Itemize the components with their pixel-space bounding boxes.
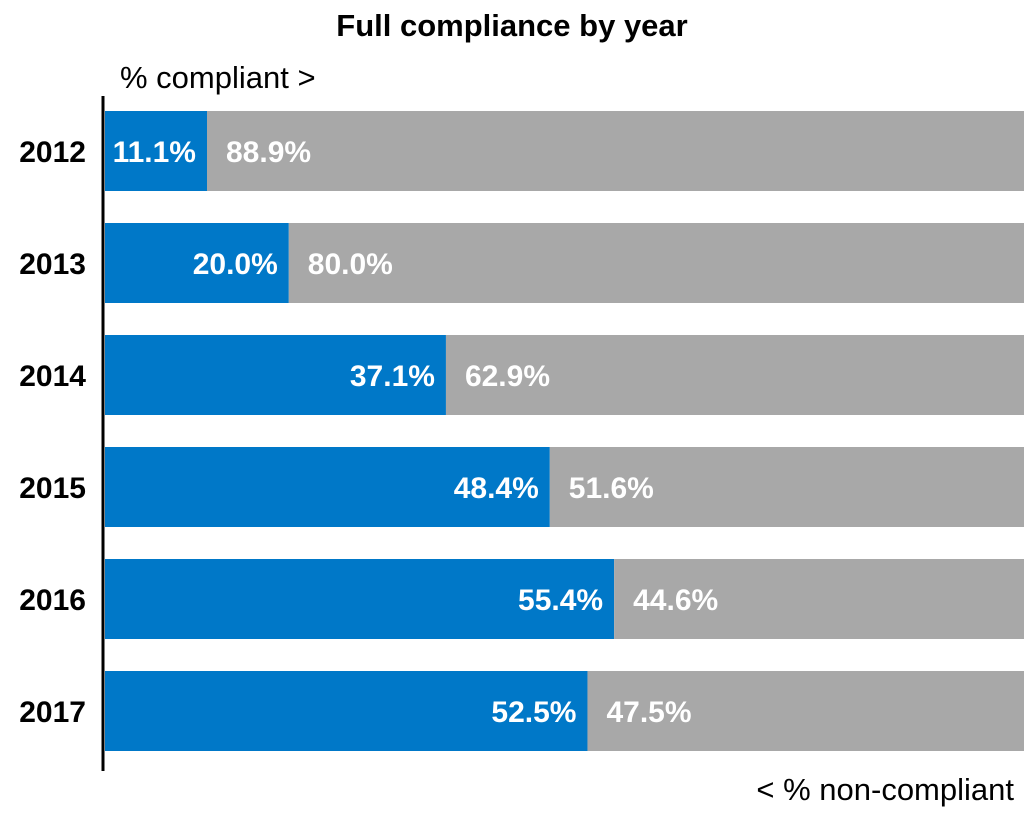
bar-non-compliant-2012: [207, 111, 1024, 191]
bar-non-compliant-2014: [445, 335, 1024, 415]
value-label-non-compliant-2017: 47.5%: [606, 696, 691, 729]
year-label-2016: 2016: [19, 584, 86, 617]
bar-group: 2012 11.1% 88.9% 2013 20.0% 80.0% 2014 37.1% 62.…: [19, 111, 1024, 751]
non-compliant-axis-label: < % non-compliant: [756, 772, 1014, 807]
year-label-2014: 2014: [19, 360, 86, 393]
bar-compliant-2012: [105, 111, 208, 191]
chart-title: Full compliance by year: [336, 8, 687, 43]
value-label-non-compliant-2016: 44.6%: [633, 584, 718, 617]
value-label-compliant-2012: 11.1%: [113, 136, 196, 169]
year-label-2013: 2013: [19, 248, 86, 281]
value-label-compliant-2017: 52.5%: [491, 696, 576, 729]
value-label-non-compliant-2012: 88.9%: [226, 136, 311, 169]
value-label-compliant-2016: 55.4%: [518, 584, 603, 617]
year-label-2012: 2012: [19, 136, 86, 169]
year-label-2015: 2015: [19, 472, 86, 505]
bar-non-compliant-2016: [614, 559, 1024, 639]
value-label-non-compliant-2015: 51.6%: [569, 472, 654, 505]
value-label-compliant-2013: 20.0%: [193, 248, 278, 281]
bar-non-compliant-2017: [587, 671, 1024, 751]
compliant-axis-label: % compliant >: [120, 60, 316, 95]
bar-compliant-2014: [105, 335, 446, 415]
bar-compliant-2015: [105, 447, 550, 527]
value-label-non-compliant-2013: 80.0%: [308, 248, 393, 281]
bar-compliant-2013: [105, 223, 289, 303]
bar-non-compliant-2015: [549, 447, 1024, 527]
year-label-2017: 2017: [19, 696, 86, 729]
bar-compliant-2016: [105, 559, 615, 639]
bar-compliant-2017: [105, 671, 588, 751]
value-label-non-compliant-2014: 62.9%: [465, 360, 550, 393]
value-label-compliant-2014: 37.1%: [350, 360, 435, 393]
value-label-compliant-2015: 48.4%: [454, 472, 539, 505]
bar-non-compliant-2013: [288, 223, 1024, 303]
